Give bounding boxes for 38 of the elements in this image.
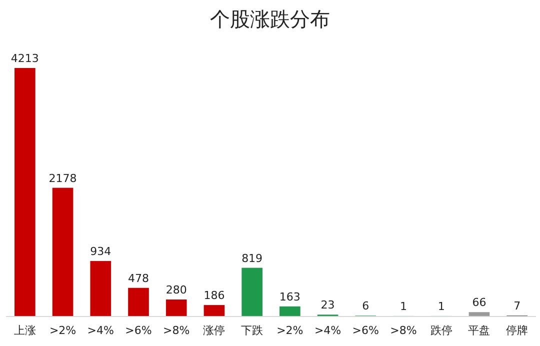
bar — [128, 288, 149, 316]
data-label: 6 — [362, 300, 370, 313]
data-label: 7 — [514, 300, 521, 313]
data-label: 23 — [320, 298, 335, 312]
data-label: 1 — [438, 300, 445, 313]
data-label: 478 — [128, 272, 149, 285]
data-label: 2178 — [48, 172, 77, 185]
bar — [166, 300, 187, 316]
bar — [468, 312, 490, 316]
data-label: 280 — [166, 284, 187, 297]
x-tick-label: >4% — [87, 324, 114, 337]
data-label: 163 — [279, 290, 300, 304]
x-tick-label: >6% — [125, 324, 152, 337]
bar — [280, 306, 300, 316]
chart-title: 个股涨跌分布 — [210, 7, 330, 31]
bar — [52, 188, 74, 316]
data-label: 4213 — [10, 52, 39, 65]
x-tick-label: 停牌 — [506, 324, 528, 337]
x-tick-label: >4% — [314, 324, 342, 337]
x-tick-label: 跌停 — [430, 324, 452, 337]
x-tick-label: 下跌 — [241, 324, 264, 337]
data-label: 1 — [400, 300, 407, 313]
x-tick-label: >2% — [276, 324, 304, 337]
x-tick-label: 平盘 — [468, 324, 490, 337]
x-tick-label: 上涨 — [14, 324, 36, 337]
x-tick-label: >8% — [163, 324, 190, 337]
bar — [242, 268, 262, 316]
data-label: 819 — [242, 252, 263, 265]
data-label: 934 — [90, 245, 112, 258]
bar — [14, 68, 36, 316]
bar — [204, 305, 225, 316]
x-tick-label: >6% — [352, 324, 379, 337]
data-label: 186 — [204, 289, 225, 302]
data-label: 66 — [472, 296, 486, 310]
x-tick-label: >2% — [49, 324, 76, 337]
x-tick-label: 涨停 — [203, 324, 226, 337]
bar — [90, 261, 112, 316]
x-tick-label: >8% — [390, 324, 417, 337]
